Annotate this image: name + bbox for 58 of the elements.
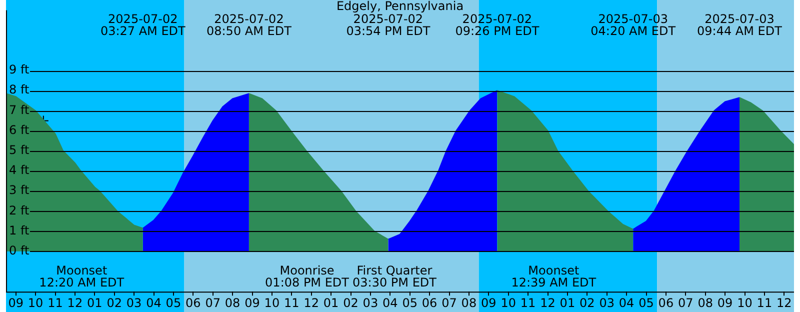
x-tick-label: 02 [580,296,595,310]
x-tick-label: 10 [264,296,280,310]
y-tick-label: 1 ft [9,223,30,238]
x-tick-label: 07 [205,296,220,310]
y-tick-label: 9 ft [9,62,30,77]
x-tick-label: 02 [106,296,122,310]
x-tick-label: 11 [756,296,772,310]
x-tick-label: 03 [126,296,142,310]
x-tick-label: 08 [461,296,477,310]
annotation: 2025-07-02 08:50 AM EDT [206,12,292,38]
y-tick-label: 3 ft [9,183,30,198]
y-tick-label: 4 ft [9,163,30,178]
x-tick-label: 01 [323,296,339,310]
x-tick-label: 06 [658,296,674,310]
x-tick-label: 12 [304,296,319,310]
annotation: Moonset 12:20 AM EDT [39,264,125,290]
x-tick-label: 04 [382,296,398,310]
annotation: Moonset 12:39 AM EDT [511,264,597,290]
x-tick-label: 04 [146,296,162,310]
x-tick-label: 04 [618,296,634,310]
y-tick-label: 7 ft [9,102,30,117]
x-tick-label: 11 [284,296,300,310]
x-tick-label: 09 [481,296,496,310]
y-tick-label: 2 ft [9,203,30,218]
annotation: 2025-07-02 03:54 PM EDT [346,12,431,38]
x-tick-label: 12 [67,296,83,310]
x-tick-label: 01 [87,296,102,310]
x-tick-label: 05 [638,296,654,310]
annotation: 2025-07-03 09:44 AM EDT [697,12,783,38]
x-tick-label: 08 [698,296,713,310]
x-tick-label: 09 [717,296,733,310]
x-tick-label: 10 [737,296,752,310]
y-tick-label: 5 ft [9,143,30,158]
x-tick-label: 10 [500,296,516,310]
x-tick-label: 07 [442,296,457,310]
x-tick-label: 01 [560,296,576,310]
x-tick-label: 06 [422,296,438,310]
x-tick-label: 11 [520,296,536,310]
x-tick-label: 09 [244,296,260,310]
x-tick-label: 11 [48,296,63,310]
x-tick-label: 12 [776,296,792,310]
x-tick-label: 06 [186,296,201,310]
chart-title: Edgely, Pennsylvania [336,0,464,14]
x-tick-label: 12 [540,296,556,310]
y-tick-label: 8 ft [9,82,30,97]
x-tick-label: 05 [402,296,418,310]
x-tick-label: 03 [599,296,614,310]
annotation: First Quarter 03:30 PM EDT [352,264,438,290]
x-tick-label: 03 [362,296,378,310]
x-tick-label: 08 [224,296,240,310]
x-tick-label: 10 [28,296,44,310]
annotation: 2025-07-02 03:27 AM EDT [100,12,186,38]
x-tick-label: 09 [8,296,24,310]
x-tick-label: 07 [678,296,694,310]
annotation: Moonrise 01:08 PM EDT [265,264,350,290]
x-tick-label: 05 [166,296,182,310]
x-tick-label: 02 [343,296,358,310]
y-tick-label: 6 ft [9,122,30,137]
